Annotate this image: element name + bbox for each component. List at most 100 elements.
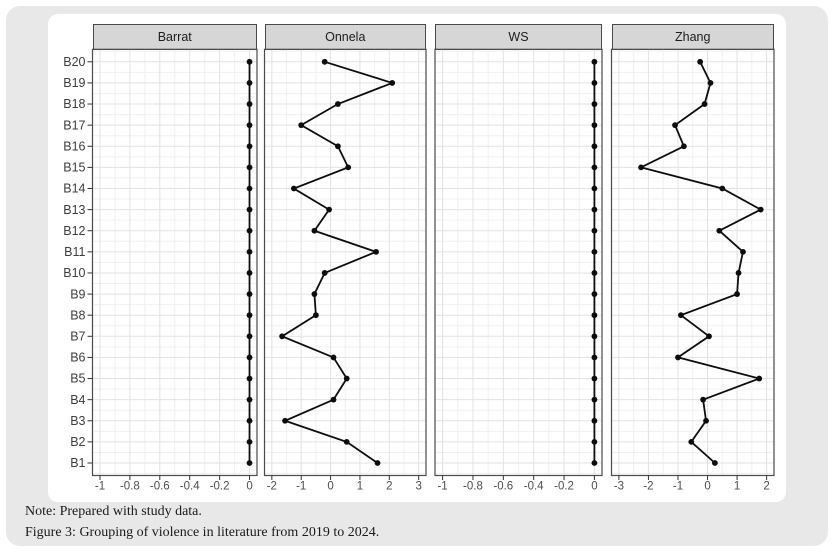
data-point xyxy=(246,417,253,424)
data-point xyxy=(591,460,598,466)
facet-panel-barrat xyxy=(91,48,258,477)
y-axis-label: B11 xyxy=(64,245,85,259)
x-axis-label: -0.2 xyxy=(210,481,230,493)
data-point xyxy=(246,143,253,150)
data-point xyxy=(246,248,253,255)
data-point xyxy=(697,58,704,65)
data-point xyxy=(345,164,352,171)
x-axis-label: -2 xyxy=(643,481,653,493)
data-point xyxy=(712,460,718,466)
x-axis-label: -1 xyxy=(673,481,683,493)
figure-caption: Figure 3: Grouping of violence in litera… xyxy=(25,525,380,540)
data-point xyxy=(707,80,714,86)
x-axis-label: 2 xyxy=(763,481,769,493)
data-point xyxy=(326,206,332,213)
data-point xyxy=(591,227,598,234)
data-point xyxy=(246,206,253,213)
data-point xyxy=(680,143,687,150)
data-point xyxy=(757,206,764,213)
data-point xyxy=(246,270,253,276)
data-point xyxy=(311,227,318,234)
x-axis-label: -2 xyxy=(267,481,277,493)
data-point xyxy=(330,396,337,403)
y-axis-label: B16 xyxy=(63,139,85,153)
data-point xyxy=(591,438,598,445)
data-point xyxy=(374,460,381,466)
x-axis-label: 0 xyxy=(704,481,710,493)
data-point xyxy=(246,58,253,65)
data-point xyxy=(343,375,350,382)
data-point xyxy=(246,227,253,234)
x-axis-label: -0.6 xyxy=(150,481,170,493)
data-point xyxy=(591,291,598,297)
data-point xyxy=(246,333,253,340)
y-axis-label: B20 xyxy=(63,55,85,69)
data-point xyxy=(246,122,253,129)
panel-border xyxy=(434,48,603,477)
y-axis-label: B17 xyxy=(63,118,85,132)
data-point xyxy=(335,143,341,150)
x-axis-label: -0.6 xyxy=(493,481,513,493)
data-point xyxy=(591,248,598,255)
data-point xyxy=(638,164,644,171)
data-point xyxy=(246,80,253,86)
x-axis-label: -1 xyxy=(296,481,306,493)
y-axis-label: B19 xyxy=(63,76,85,90)
data-point xyxy=(678,312,684,319)
data-point xyxy=(373,248,379,255)
x-axis-label: -1 xyxy=(437,481,447,493)
data-point xyxy=(321,270,328,276)
y-axis-label: B9 xyxy=(70,287,85,301)
y-axis-label: B12 xyxy=(63,224,85,238)
x-axis-label: 1 xyxy=(734,481,740,493)
data-point xyxy=(591,333,598,340)
facet-strip-zhang: Zhang xyxy=(611,24,774,50)
x-axis-label: -1 xyxy=(95,481,105,493)
data-point xyxy=(246,291,253,297)
x-axis-label: -0.4 xyxy=(524,481,544,493)
data-point xyxy=(343,438,350,445)
data-point xyxy=(591,354,598,361)
data-point xyxy=(719,185,726,192)
y-axis-label: B13 xyxy=(63,203,85,217)
x-axis-label: 3 xyxy=(415,481,421,493)
data-point xyxy=(246,101,253,107)
panel-border xyxy=(91,48,258,477)
x-axis-label: 0 xyxy=(591,481,597,493)
data-line xyxy=(280,60,395,464)
data-point xyxy=(675,354,681,361)
data-point xyxy=(591,101,598,107)
x-axis-label: 0 xyxy=(246,481,252,493)
data-point xyxy=(246,312,253,319)
data-point xyxy=(740,248,746,255)
y-axis-label: B1 xyxy=(70,456,85,470)
y-axis-label: B15 xyxy=(63,161,85,175)
facet-title-barrat: Barrat xyxy=(157,29,192,44)
y-axis-label: B8 xyxy=(70,308,85,322)
x-axis-label: 0 xyxy=(327,481,333,493)
y-axis-label: B18 xyxy=(63,97,85,111)
data-point xyxy=(246,396,253,403)
facet-panel-zhang xyxy=(610,48,775,477)
facet-panel-onnela xyxy=(263,48,427,477)
data-point xyxy=(591,58,598,65)
facet-title-zhang: Zhang xyxy=(675,29,711,44)
y-axis-label: B4 xyxy=(70,393,85,407)
x-axis-label: -0.2 xyxy=(554,481,574,493)
figure-note: Note: Prepared with study data. xyxy=(25,504,202,519)
data-point xyxy=(290,185,297,192)
panel-border xyxy=(263,48,427,477)
data-point xyxy=(734,291,740,297)
facet-title-onnela: Onnela xyxy=(325,29,366,44)
data-point xyxy=(591,270,598,276)
data-point xyxy=(246,185,253,192)
y-axis-label: B10 xyxy=(63,266,85,280)
y-axis-label: B5 xyxy=(70,372,85,386)
panel-border xyxy=(610,48,775,477)
data-point xyxy=(591,396,598,403)
data-point xyxy=(591,122,598,129)
data-point xyxy=(282,417,288,424)
data-point xyxy=(591,143,598,150)
